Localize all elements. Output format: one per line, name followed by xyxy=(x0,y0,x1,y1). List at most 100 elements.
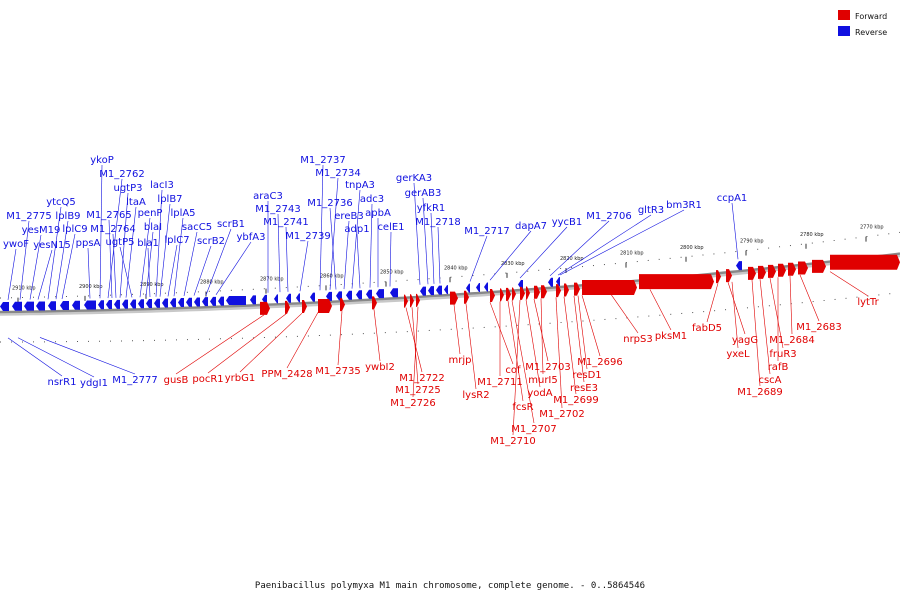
gene-label-reverse: bla1 xyxy=(137,238,159,249)
label-leader xyxy=(207,313,287,374)
label-leader xyxy=(7,248,17,300)
map-caption: Paenibacillus polymyxa M1 main chromosom… xyxy=(255,581,645,591)
reverse-gene xyxy=(36,301,45,311)
label-leader xyxy=(751,279,761,387)
forward-gene xyxy=(318,299,332,314)
reverse-gene xyxy=(84,300,96,310)
forward-gene xyxy=(556,284,561,298)
forward-gene xyxy=(564,283,569,297)
reverse-gene xyxy=(122,299,128,309)
gene-label-forward: pocR1 xyxy=(192,374,223,385)
gene-label-forward: resE3 xyxy=(570,383,598,394)
gene-label-forward: M1_2699 xyxy=(553,395,598,406)
reverse-gene xyxy=(428,286,434,296)
gene-label-reverse: ytcQ5 xyxy=(46,197,76,208)
label-leader xyxy=(19,220,30,300)
gene-label-reverse: dapA7 xyxy=(515,221,547,232)
reverse-gene xyxy=(60,301,69,311)
legend: Forward Reverse xyxy=(838,10,887,37)
ruler-tick-label: 2910 kbp xyxy=(12,286,36,292)
gene-label-forward: nrpS3 xyxy=(623,334,653,345)
label-leader xyxy=(119,246,133,298)
gene-label-reverse: M1_2775 xyxy=(6,211,51,222)
ruler-tick-label: 2800 kbp xyxy=(680,245,704,251)
gene-label-forward: M1_2735 xyxy=(315,366,360,377)
reverse-gene xyxy=(476,283,480,293)
gene-label-reverse: M1_2736 xyxy=(307,198,352,209)
label-leader xyxy=(107,178,123,299)
label-leader xyxy=(559,209,685,276)
label-leader xyxy=(731,281,739,349)
label-leader xyxy=(389,231,392,287)
label-leader xyxy=(173,217,184,297)
gene-label-reverse: ydgI1 xyxy=(80,378,108,389)
label-leader xyxy=(533,298,549,362)
label-leader xyxy=(87,247,91,299)
ruler-tick-label: 2810 kbp xyxy=(620,251,644,257)
forward-genes xyxy=(260,254,900,315)
label-leader xyxy=(507,300,524,402)
ruler-tick-label: 2830 kbp xyxy=(501,261,525,267)
forward-gene xyxy=(526,286,530,300)
reverse-gene xyxy=(146,298,152,308)
reverse-gene xyxy=(484,282,488,292)
reverse-gene xyxy=(210,296,216,306)
gene-label-forward: fabD5 xyxy=(692,323,722,334)
gene-label-forward: cof xyxy=(505,365,521,376)
label-leader xyxy=(555,297,563,409)
reverse-gene xyxy=(556,277,560,287)
reverse-gene-labels-below: nsrR1 ydgI1 M1_2777 xyxy=(7,337,158,389)
label-leader xyxy=(108,219,113,298)
label-leader xyxy=(277,213,281,293)
reverse-gene xyxy=(202,297,208,307)
reverse-gene xyxy=(12,301,22,311)
label-leader xyxy=(512,300,521,436)
reverse-gene xyxy=(390,288,398,298)
legend-label: Reverse xyxy=(855,28,887,37)
gene-label-reverse: celE1 xyxy=(377,222,404,233)
ruler-tick-label: 2780 kbp xyxy=(800,232,824,238)
label-leader xyxy=(37,249,53,300)
gene-label-reverse: M1_2762 xyxy=(99,169,144,180)
label-leader xyxy=(727,282,746,335)
ruler-tick-label: 2900 kbp xyxy=(79,284,103,290)
gene-label-forward: M1_2710 xyxy=(490,436,535,447)
forward-gene xyxy=(302,300,307,314)
label-leader xyxy=(369,203,373,288)
forward-gene xyxy=(500,288,504,302)
ruler-tick-label: 2840 kbp xyxy=(444,265,468,271)
forward-gene xyxy=(520,286,525,300)
label-leader xyxy=(205,228,232,296)
label-leader xyxy=(175,314,265,375)
label-leader xyxy=(563,296,577,395)
gene-label-reverse: araC3 xyxy=(253,191,283,202)
gene-label-forward: M1_2707 xyxy=(511,424,556,435)
label-leader xyxy=(7,337,63,377)
gene-label-forward: lytTr xyxy=(857,297,879,308)
forward-gene xyxy=(748,266,756,280)
gene-label-forward: M1_2711 xyxy=(477,377,522,388)
reverse-genes xyxy=(0,261,742,311)
gene-label-forward: yxeL xyxy=(726,349,750,360)
label-leader xyxy=(525,299,541,388)
gene-label-forward: yrbG1 xyxy=(225,373,256,384)
label-leader xyxy=(356,233,361,289)
ruler-tick-label: 2880 kbp xyxy=(200,279,224,285)
label-leader xyxy=(453,304,461,355)
forward-gene xyxy=(512,287,516,301)
gene-label-forward: fruR3 xyxy=(769,349,796,360)
label-leader xyxy=(540,298,544,375)
gene-label-forward: M1_2722 xyxy=(399,373,444,384)
gene-label-forward: M1_2726 xyxy=(390,398,435,409)
gene-label-reverse: nsrR1 xyxy=(48,377,77,388)
label-leader xyxy=(789,275,793,335)
forward-gene xyxy=(812,259,826,273)
gene-label-reverse: yycB1 xyxy=(552,217,583,228)
gene-label-forward: M1_2703 xyxy=(525,362,570,373)
label-leader xyxy=(119,192,129,298)
legend-swatch xyxy=(838,10,850,20)
forward-gene xyxy=(788,262,796,276)
reverse-gene xyxy=(376,289,384,299)
label-leader xyxy=(430,212,435,284)
reverse-gene xyxy=(336,291,342,301)
